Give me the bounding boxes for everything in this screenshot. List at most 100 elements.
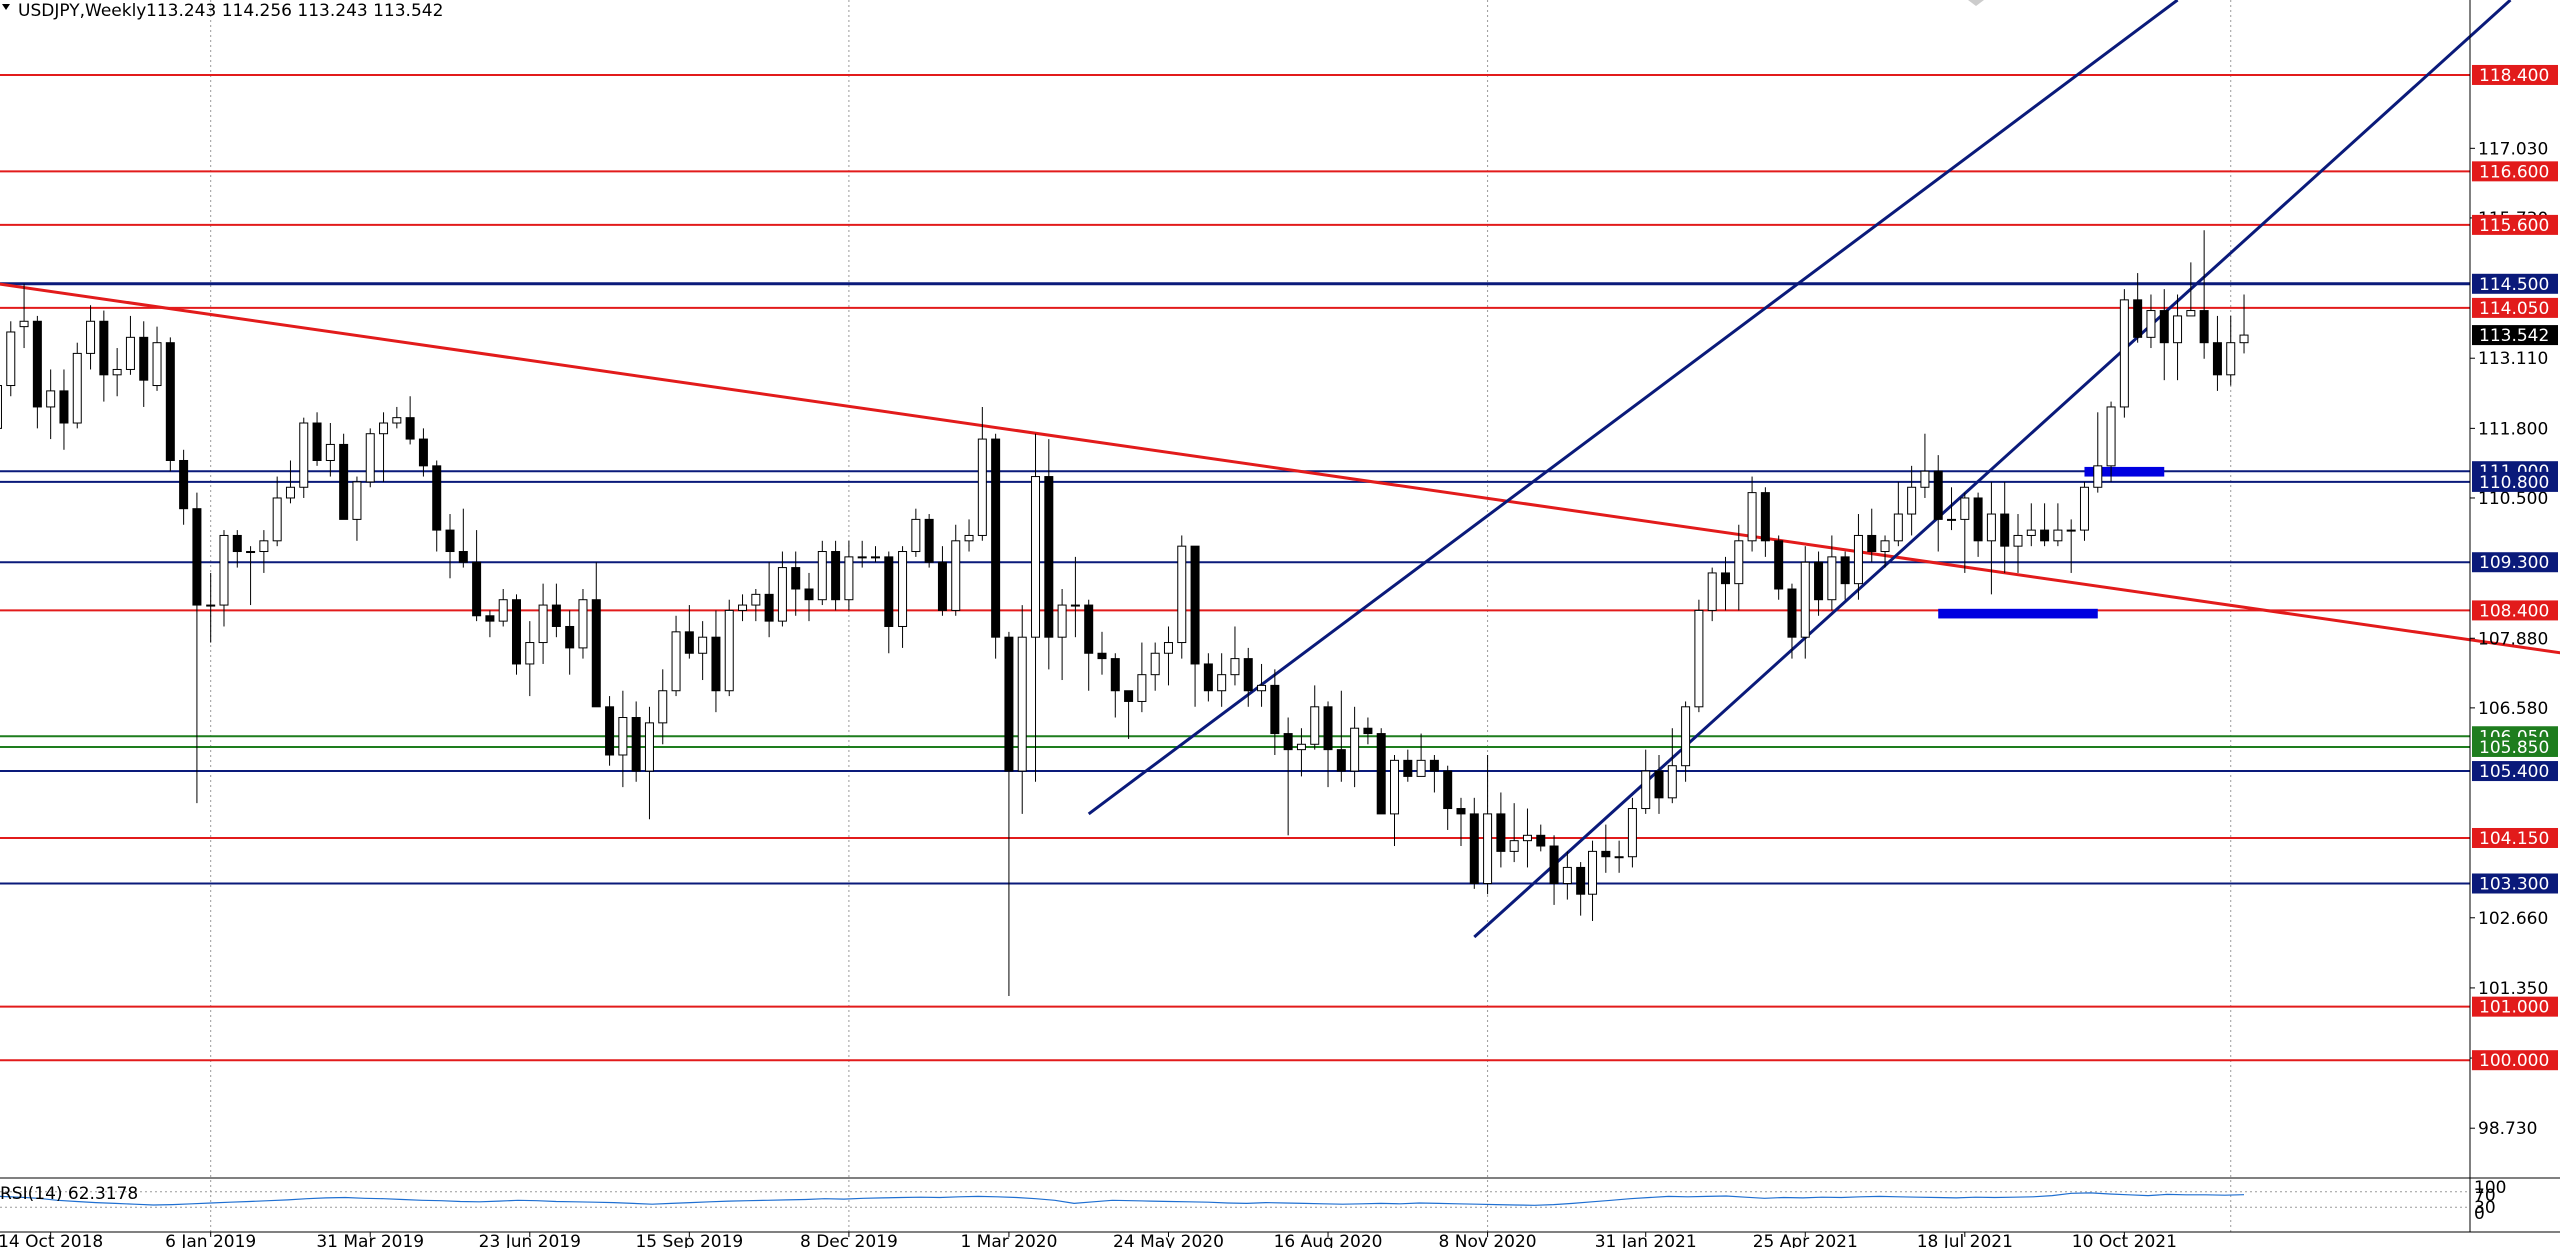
candle-body-bull	[911, 518, 921, 553]
level-tag: 108.400	[2472, 600, 2558, 621]
candle-body-bull	[1350, 727, 1360, 772]
candle-body-bull	[644, 722, 654, 772]
candle-body-bull	[724, 609, 734, 692]
candle-body-bear	[1469, 813, 1479, 885]
date-label: 15 Sep 2019	[635, 1232, 743, 1248]
candle	[179, 449, 189, 525]
level-tag: 100.000	[2472, 1050, 2558, 1071]
candle	[125, 315, 135, 375]
candle	[1203, 653, 1213, 702]
candle-body-bull	[1893, 513, 1903, 542]
candle-body-bear	[2000, 513, 2010, 547]
candle	[365, 428, 375, 488]
rsi-axis-label: 70	[2474, 1186, 2496, 1206]
candle	[1601, 824, 1611, 873]
candle-body-bull	[1390, 759, 1400, 815]
candle-body-bear	[1720, 572, 1730, 585]
candle	[1456, 797, 1466, 847]
candle	[591, 562, 601, 708]
candle-body-bull	[1562, 866, 1572, 884]
level-tag-box	[2472, 214, 2558, 235]
candle-body-bull	[392, 417, 402, 424]
candle-body-bear	[1004, 636, 1014, 772]
price-axis-label: 106.580	[2478, 699, 2548, 719]
candle	[911, 508, 921, 557]
candle-body-bull	[206, 604, 216, 607]
ohlc-values: 113.243 114.256 113.243 113.542	[146, 1, 443, 21]
candle	[671, 615, 681, 697]
candle	[1654, 754, 1664, 814]
candle-body-bear	[1403, 759, 1413, 777]
candle-body-bull	[1296, 743, 1306, 751]
candle	[1681, 701, 1691, 782]
level-tag-text: 114.500	[2479, 275, 2549, 295]
candle-body-bull	[1694, 609, 1704, 708]
symbol-label: USDJPY,Weekly	[18, 1, 146, 21]
symbol-menu-icon[interactable]	[2, 4, 10, 10]
candle-body-bull	[72, 352, 82, 424]
candle	[1483, 754, 1493, 895]
candle-body-bear	[179, 459, 189, 510]
candle-body-bull	[299, 422, 309, 488]
candle-body-bear	[711, 636, 721, 692]
level-tag: 114.500	[2472, 273, 2558, 295]
candle-body-bear	[165, 342, 175, 461]
candle-body-bull	[1416, 759, 1426, 777]
candle	[2226, 315, 2236, 386]
candle	[259, 530, 269, 573]
candle-body-bear	[1363, 727, 1373, 735]
zone-rect	[2084, 466, 2165, 477]
level-tag: 113.542	[2472, 325, 2558, 346]
candle	[99, 310, 109, 402]
candle-body-bear	[924, 518, 934, 563]
level-tag-text: 113.542	[2479, 326, 2549, 346]
candle	[924, 514, 934, 568]
candle	[1057, 589, 1067, 681]
level-tag: 104.150	[2472, 827, 2558, 849]
candle-body-bear	[2040, 529, 2050, 542]
candle-body-bull	[2079, 486, 2089, 531]
level-tag-text: 103.300	[2479, 875, 2549, 895]
candle	[232, 530, 242, 568]
candle	[2133, 273, 2143, 343]
chart-header: USDJPY,Weekly 113.243 114.256 113.243 11…	[2, 0, 1984, 21]
candle	[1522, 808, 1532, 868]
candle	[2159, 289, 2169, 381]
candle	[1576, 862, 1586, 916]
candle-body-bull	[538, 604, 548, 644]
level-tag: 114.050	[2472, 297, 2558, 319]
candle	[1986, 481, 1996, 595]
level-tag-box	[2472, 297, 2558, 318]
candle-body-bear	[1549, 845, 1559, 885]
level-tag-text: 108.400	[2479, 601, 2549, 621]
candle-body-bear	[1933, 470, 1943, 520]
candle-body-bull	[1057, 604, 1067, 638]
candle-body-bull	[2186, 310, 2196, 317]
candle	[1336, 690, 1346, 782]
candle-body-bear	[405, 417, 415, 440]
candle	[1310, 685, 1320, 750]
level-tag-box	[2472, 1050, 2558, 1071]
candle-body-bear	[764, 593, 774, 622]
candle-body-bear	[1774, 540, 1784, 590]
candle	[165, 337, 175, 472]
price-axis-label: 101.350	[2478, 979, 2548, 999]
candle	[644, 706, 654, 820]
candle	[2026, 503, 2036, 547]
candle-body-bull	[857, 556, 867, 559]
candle-body-bear	[1283, 733, 1293, 751]
candle-body-bear	[565, 625, 575, 649]
candle-body-bull	[2226, 342, 2236, 376]
candle	[1840, 551, 1850, 600]
candle	[192, 492, 202, 804]
candle	[1097, 631, 1107, 675]
candle	[59, 369, 69, 450]
candle-body-bear	[1323, 706, 1333, 751]
price-axis-label: 98.730	[2478, 1119, 2537, 1139]
candle-body-bear	[991, 438, 1001, 638]
candle-body-bear	[2212, 342, 2222, 376]
candle-body-bear	[1110, 658, 1120, 692]
level-tag-box	[2472, 736, 2558, 757]
candle-body-bull	[1217, 674, 1227, 692]
